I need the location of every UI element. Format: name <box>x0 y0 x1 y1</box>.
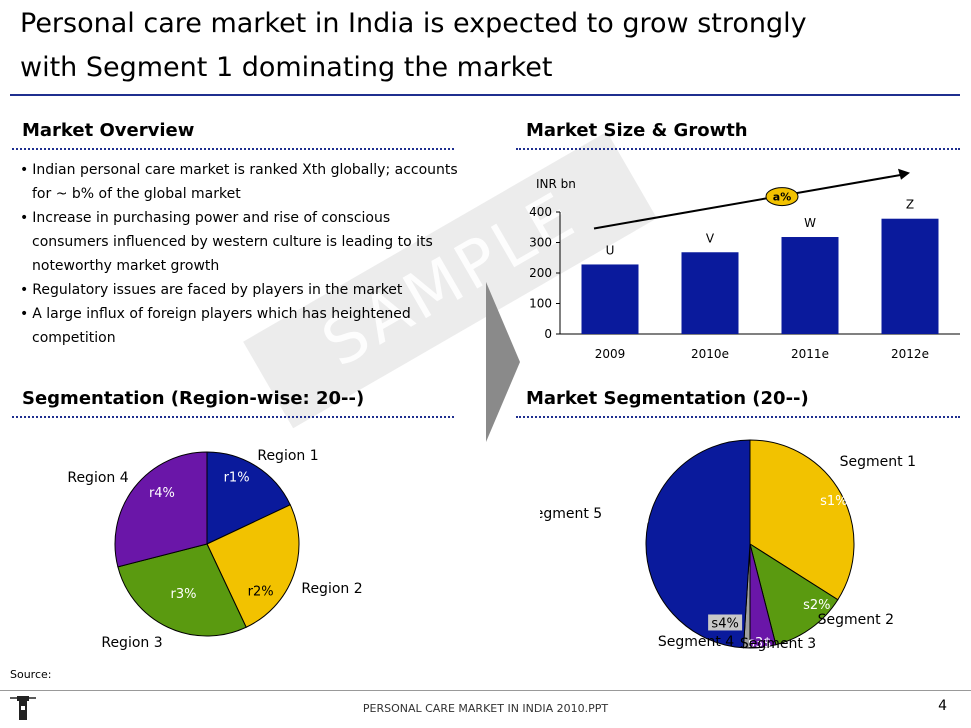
y-tick-label: 200 <box>529 266 552 280</box>
cagr-bubble <box>765 187 799 207</box>
overview-heading: Market Overview <box>22 120 195 141</box>
pie-slice <box>114 451 208 568</box>
pie-legend-label: Segment 2 <box>818 612 894 628</box>
overview-bullet-list: Indian personal care market is ranked Xt… <box>20 158 460 350</box>
pie-slice <box>206 451 291 545</box>
x-tick-label: 2009 <box>595 347 626 361</box>
bar <box>781 237 839 334</box>
y-tick-label: 100 <box>529 297 552 311</box>
pie-legend-label: Segment 3 <box>740 636 816 652</box>
size-growth-divider <box>516 148 960 150</box>
growth-arrowhead-icon <box>898 168 910 180</box>
chevron-arrow-icon <box>486 282 520 442</box>
pie-legend-label: Segment 1 <box>840 454 916 470</box>
bar <box>581 264 639 334</box>
lighthouse-logo-icon <box>10 696 36 720</box>
x-tick-label: 2010e <box>691 347 729 361</box>
slide-title: Personal care market in India is expecte… <box>20 2 960 90</box>
bar-data-label: W <box>804 216 816 230</box>
pie-slice-label: r1% <box>224 470 250 485</box>
overview-bullet: Indian personal care market is ranked Xt… <box>20 158 460 206</box>
pie-legend-label: Segment 5 <box>540 506 602 522</box>
market-seg-divider <box>516 416 960 418</box>
pie-slice-label: s2% <box>803 598 830 613</box>
pie-slice <box>645 439 751 649</box>
pie-label-box <box>708 614 743 631</box>
bar-data-label: U <box>606 243 615 257</box>
region-seg-divider <box>12 416 454 418</box>
bar <box>681 252 739 334</box>
pie-legend-label: Region 3 <box>101 635 162 651</box>
x-tick-label: 2012e <box>891 347 929 361</box>
bar <box>881 218 939 334</box>
pie-slice <box>749 439 855 601</box>
segment-pie-chart: s1% Segment 1 s2%Segment 2 s3$Segment 3s4% S… <box>540 439 916 652</box>
y-axis-unit-label: INR bn <box>536 177 576 191</box>
pie-slice <box>117 543 247 637</box>
region-pie-chart: r1% Region 1 r2% Region 2 r3% Region 3 r4% Regi… <box>67 448 362 651</box>
title-divider <box>10 94 960 96</box>
y-tick-label: 0 <box>544 327 552 341</box>
pie-slice-label: s5% <box>622 513 649 528</box>
page-number: 4 <box>938 698 947 714</box>
overview-bullet: A large influx of foreign players which … <box>20 302 460 350</box>
pie-slice-label: s3$ <box>748 636 771 651</box>
bar-chart: INR bn 0 100 200 300 400 U 2009 V 2010e W 2011e Z 201… <box>529 168 960 361</box>
pie-legend-label: Region 2 <box>301 581 362 597</box>
x-tick-label: 2011e <box>791 347 829 361</box>
overview-divider <box>12 148 454 150</box>
pie-legend-label: Region 4 <box>67 470 128 486</box>
pie-slice <box>206 504 300 628</box>
pie-slice-label: r2% <box>248 584 274 599</box>
region-seg-heading: Segmentation (Region-wise: 20--) <box>22 388 365 409</box>
pie-slice-label: r3% <box>171 587 197 602</box>
cagr-label: a% <box>773 191 791 204</box>
growth-arrow-line <box>593 173 903 230</box>
market-seg-heading: Market Segmentation (20--) <box>526 388 809 409</box>
size-growth-heading: Market Size & Growth <box>526 120 748 141</box>
bar-data-label: Z <box>906 198 914 212</box>
pie-slice-label: s1% <box>820 494 847 509</box>
pie-legend-label: Segment 4 <box>658 634 734 650</box>
y-tick-label: 300 <box>529 236 552 250</box>
overview-bullet: Increase in purchasing power and rise of… <box>20 206 460 278</box>
pie-slice-label: s4% <box>711 616 738 631</box>
y-tick-label: 400 <box>529 205 552 219</box>
pie-slice <box>749 542 839 646</box>
overview-bullet: Regulatory issues are faced by players i… <box>20 278 460 302</box>
title-line-2: with Segment 1 dominating the market <box>20 52 553 83</box>
footer-divider <box>0 690 971 691</box>
pie-slice-label: r4% <box>149 486 175 501</box>
footer-filename: PERSONAL CARE MARKET IN INDIA 2010.PPT <box>362 702 609 715</box>
bar-data-label: V <box>706 231 715 245</box>
source-label: Source: <box>10 668 52 681</box>
pie-legend-label: Region 1 <box>257 448 318 464</box>
title-line-1: Personal care market in India is expecte… <box>20 8 807 39</box>
